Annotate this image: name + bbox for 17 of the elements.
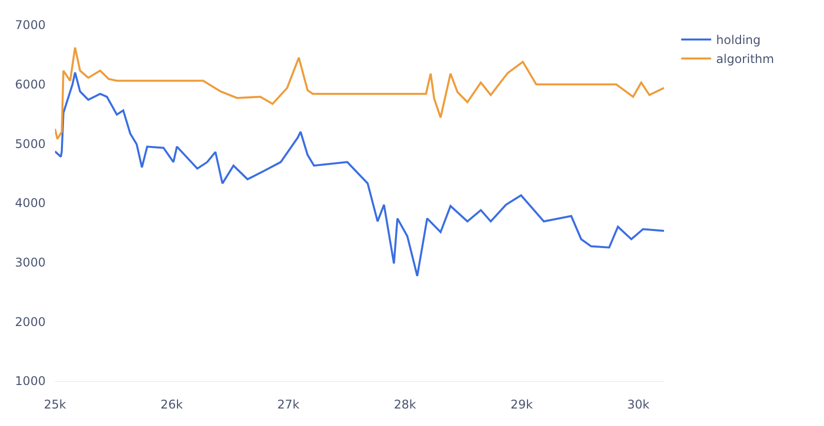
legend-label: algorithm: [716, 52, 774, 66]
y-tick-label: 1000: [15, 374, 46, 388]
y-tick-label: 7000: [15, 18, 46, 32]
y-tick-label: 3000: [15, 256, 46, 270]
line-series: [55, 71, 664, 277]
y-tick-label: 2000: [15, 314, 46, 329]
legend-label: holding: [716, 33, 761, 48]
y-tick-label: 6000: [15, 78, 46, 92]
x-tick-label: 27k: [277, 397, 300, 412]
x-tick-label: 26k: [160, 397, 183, 412]
y-tick-label: 5000: [15, 136, 46, 151]
line-series: [55, 46, 664, 140]
x-tick-label: 30k: [627, 397, 650, 412]
x-tick-label: 25k: [44, 397, 66, 412]
x-tick-label: 28k: [394, 397, 416, 412]
y-tick-label: 4000: [15, 196, 46, 210]
x-tick-label: 29k: [510, 397, 533, 412]
